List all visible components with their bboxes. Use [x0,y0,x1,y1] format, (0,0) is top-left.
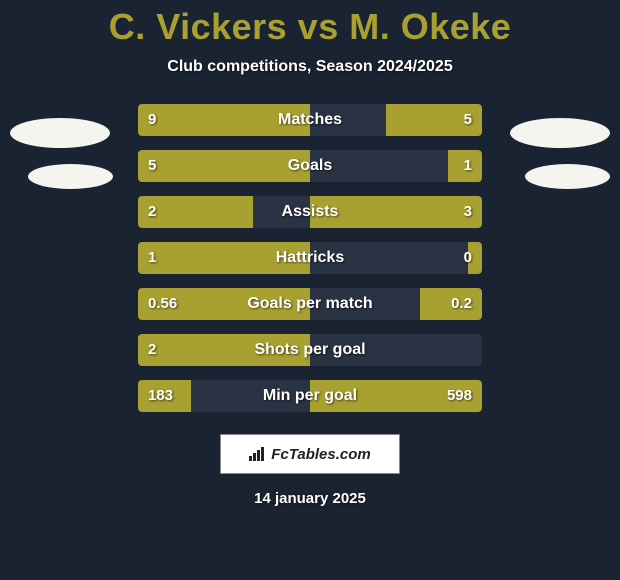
stat-row: Matches9 5 [138,104,482,136]
chart-icon [249,447,267,461]
stat-row: Shots per goal2 [138,334,482,366]
value-right: 5 [464,104,472,136]
value-right: 3 [464,196,472,228]
stats-area: Matches95Goals51Assists23Hattricks10Goal… [0,104,620,412]
logo-text: FcTables.com [249,446,370,463]
stat-row: Hattricks1 0 [138,242,482,274]
value-right: 1 [464,150,472,182]
date-text: 14 january 2025 [0,490,620,507]
value-left: 1 [148,242,156,274]
stat-label: Assists [138,196,482,228]
stat-row: Goals per match0.56 0.2 [138,288,482,320]
value-right: 598 [447,380,472,412]
stat-label: Shots per goal [138,334,482,366]
stat-label: Min per goal [138,380,482,412]
stat-row: Assists2 3 [138,196,482,228]
stat-label: Goals [138,150,482,182]
value-left: 5 [148,150,156,182]
player-left-oval-1 [10,118,110,148]
player-right-oval-2 [525,164,610,189]
page-title: C. Vickers vs M. Okeke [0,0,620,48]
player-right-oval-1 [510,118,610,148]
stat-label: Goals per match [138,288,482,320]
value-right: 0 [464,242,472,274]
stat-label: Matches [138,104,482,136]
value-left: 0.56 [148,288,177,320]
subtitle: Club competitions, Season 2024/2025 [0,58,620,76]
player-left-oval-2 [28,164,113,189]
stats-container: Matches95Goals51Assists23Hattricks10Goal… [0,104,620,412]
value-left: 2 [148,196,156,228]
logo-box[interactable]: FcTables.com [220,434,400,474]
value-left: 183 [148,380,173,412]
value-left: 9 [148,104,156,136]
value-right: 0.2 [451,288,472,320]
logo-label: FcTables.com [271,446,370,463]
value-left: 2 [148,334,156,366]
stat-row: Goals5 1 [138,150,482,182]
stat-label: Hattricks [138,242,482,274]
stat-row: Min per goal183 598 [138,380,482,412]
